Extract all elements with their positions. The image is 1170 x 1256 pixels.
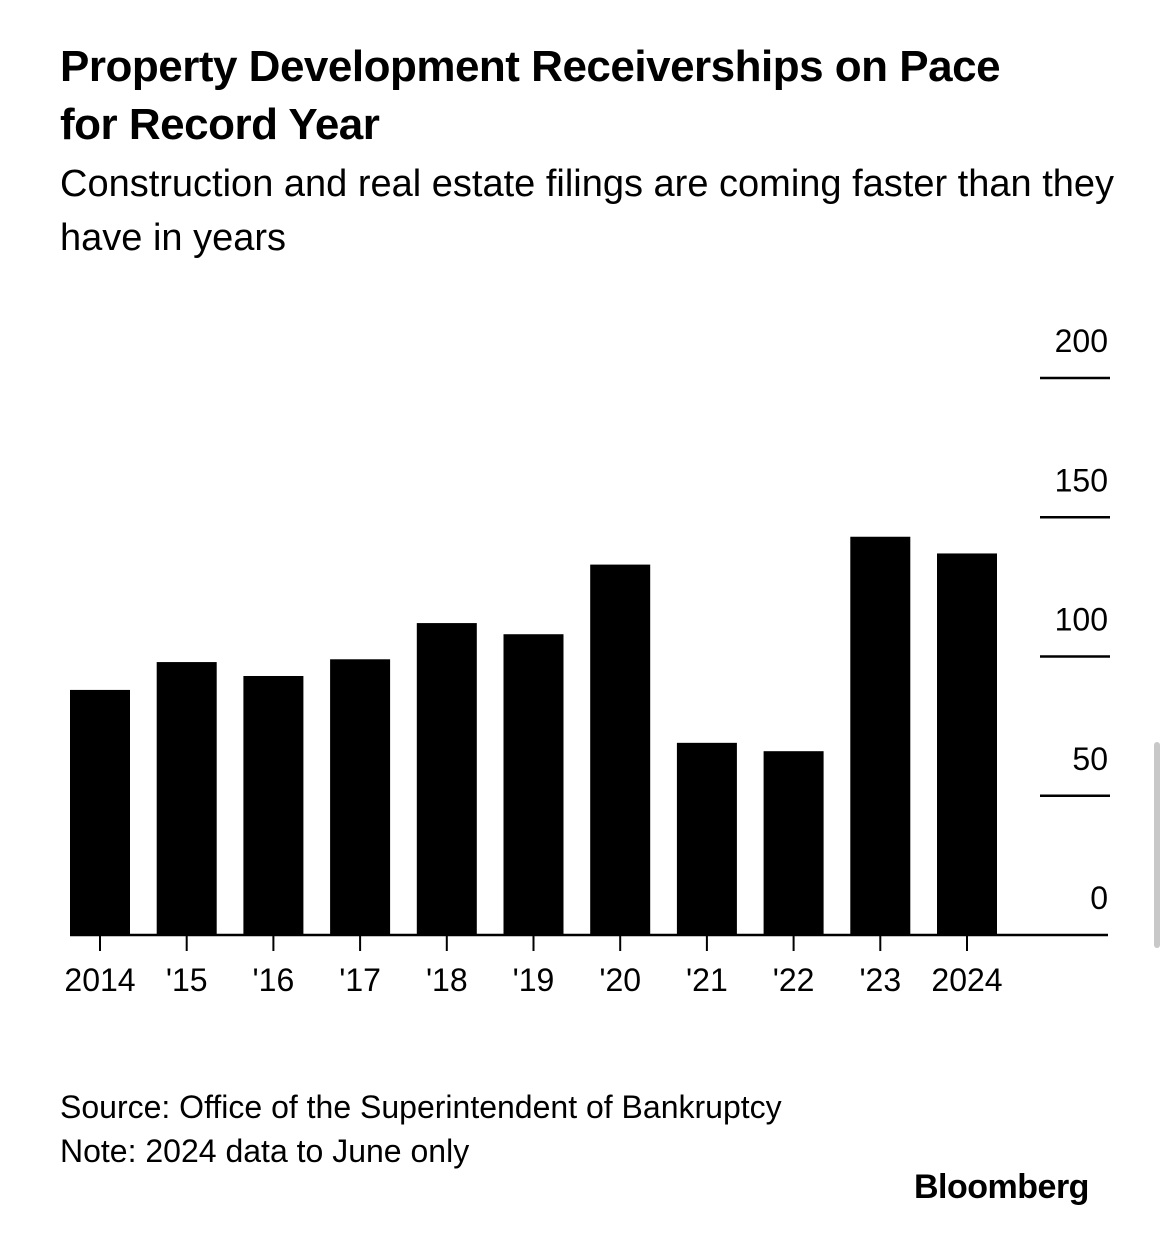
bar (937, 553, 997, 935)
bloomberg-logo: Bloomberg (914, 1168, 1089, 1206)
data-note: Note: 2024 data to June only (60, 1133, 470, 1169)
y-tick-label: 100 (1055, 602, 1108, 638)
bar (676, 742, 737, 935)
x-tick-label: '19 (513, 962, 555, 998)
bar (416, 623, 477, 935)
y-tick-label: 200 (1055, 323, 1108, 359)
x-tick-label: '21 (686, 962, 728, 998)
y-tick-label: 0 (1090, 880, 1108, 916)
x-tick-label: '23 (859, 962, 901, 998)
chart-title: Property Development Receiverships on Pa… (60, 42, 1001, 149)
x-tick-label: '20 (599, 962, 641, 998)
bars-group (70, 536, 997, 935)
source-note: Source: Office of the Superintendent of … (60, 1089, 782, 1125)
x-tick-label: '18 (426, 962, 468, 998)
chart-subtitle: Construction and real estate filings are… (60, 163, 1115, 259)
bar-chart: 0 50 100 150 200 2014 '15 '16 '17 '18 '19 '20 '21 '2… (64, 323, 1110, 998)
x-tick-label: '17 (339, 962, 381, 998)
x-tick-label: '16 (253, 962, 295, 998)
bar (243, 675, 304, 935)
x-tick-label: '22 (773, 962, 815, 998)
bar (156, 662, 217, 935)
y-tick-label: 150 (1055, 462, 1108, 498)
bar (590, 564, 651, 935)
x-tick-label: 2024 (931, 962, 1002, 998)
bar (503, 634, 564, 935)
scrollbar[interactable] (1154, 742, 1160, 948)
x-tick-label: 2014 (64, 962, 135, 998)
bar (70, 689, 130, 935)
bar (850, 536, 911, 935)
y-axis: 0 50 100 150 200 (1040, 323, 1110, 916)
y-tick-label: 50 (1072, 741, 1108, 777)
x-axis: 2014 '15 '16 '17 '18 '19 '20 '21 '22 '23 2024 (64, 933, 1108, 998)
bar (763, 751, 824, 935)
footnote: Source: Office of the Superintendent of … (60, 1085, 860, 1173)
x-tick-label: '15 (166, 962, 208, 998)
bar (330, 659, 391, 935)
